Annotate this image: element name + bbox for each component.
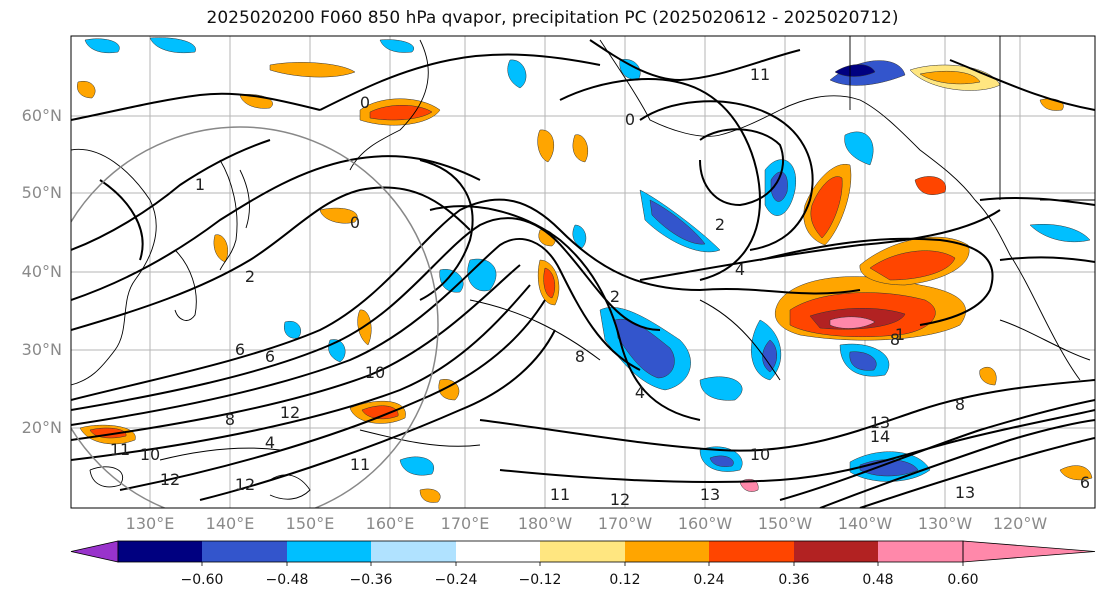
contour-label: 8 xyxy=(890,330,900,349)
contour-label: 2 xyxy=(715,215,725,234)
contour-label: 1 xyxy=(195,175,205,194)
contour-label: 13 xyxy=(955,483,975,502)
coastlines xyxy=(71,36,1095,500)
latitude-label: 30°N xyxy=(21,340,62,359)
contour-label: 11 xyxy=(350,455,370,474)
latitude-label: 50°N xyxy=(21,183,62,202)
contour-label: 8 xyxy=(225,410,235,429)
contour-label: 10 xyxy=(365,363,385,382)
colorbar-extend-low xyxy=(70,540,119,563)
contour-label: 4 xyxy=(635,383,645,402)
colorbar-tick-label: −0.24 xyxy=(434,572,478,588)
contour-label: 12 xyxy=(280,403,300,422)
colorbar-extend-high xyxy=(962,540,1096,563)
latitude-label: 40°N xyxy=(21,262,62,281)
colorbar-tick-label: −0.12 xyxy=(518,572,562,588)
colorbar-tick-label: 0.60 xyxy=(947,572,979,588)
longitude-label: 140°E xyxy=(205,514,255,533)
colorbar-tick-label: 0.24 xyxy=(693,572,725,588)
contour-label: 12 xyxy=(610,490,630,509)
contour-label: 1 xyxy=(895,325,905,344)
contour-label: 4 xyxy=(265,433,275,452)
longitude-label: 170°W xyxy=(597,514,653,533)
contour-label: 8 xyxy=(955,395,965,414)
colorbar-tick-label: −0.36 xyxy=(349,572,393,588)
contour-label: 8 xyxy=(575,347,585,366)
colorbar-tick-label: 0.12 xyxy=(609,572,641,588)
longitude-label: 140°W xyxy=(837,514,893,533)
colorbar-bin xyxy=(287,541,371,562)
longitude-label: 160°E xyxy=(365,514,415,533)
colorbar-bin xyxy=(794,541,878,562)
latitude-label: 20°N xyxy=(21,418,62,437)
colorbar-bin xyxy=(625,541,709,562)
colorbar-bin xyxy=(371,541,456,562)
contour-label: 14 xyxy=(870,427,890,446)
contour-label: 0 xyxy=(350,213,360,232)
colorbar-tick-label: −0.60 xyxy=(180,572,224,588)
contour-label: 0 xyxy=(625,110,635,129)
colorbar-frame xyxy=(117,540,964,563)
longitude-label: 150°E xyxy=(285,514,335,533)
contour-label: 2 xyxy=(610,287,620,306)
longitude-label: 130°E xyxy=(125,514,175,533)
colorbar-tick-label: 0.36 xyxy=(778,572,810,588)
colorbar-bin xyxy=(540,541,625,562)
contour-label: 6 xyxy=(265,347,275,366)
colorbar-tick-label: 0.48 xyxy=(862,572,894,588)
contour-label: 12 xyxy=(235,475,255,494)
contour-label: 6 xyxy=(235,340,245,359)
colorbar xyxy=(70,540,1096,566)
longitude-label: 170°E xyxy=(440,514,490,533)
map-frame xyxy=(70,35,1096,509)
colorbar-bin xyxy=(456,541,540,562)
contour-label: 11 xyxy=(110,440,130,459)
colorbar-bin xyxy=(202,541,287,562)
colorbar-bin xyxy=(118,541,202,562)
contour-label: 2 xyxy=(245,267,255,286)
longitude-label: 160°W xyxy=(677,514,733,533)
map-title: 2025020200 F060 850 hPa qvapor, precipit… xyxy=(206,8,899,28)
contour-label: 13 xyxy=(700,485,720,504)
contour-label: 12 xyxy=(160,470,180,489)
longitude-label: 120°W xyxy=(992,514,1048,533)
longitude-label: 180°W xyxy=(517,514,573,533)
contour-label: 0 xyxy=(360,93,370,112)
latitude-label: 60°N xyxy=(21,106,62,125)
contour-label: 11 xyxy=(550,485,570,504)
qvapor-contours xyxy=(71,39,1095,508)
contour-label: 10 xyxy=(750,445,770,464)
colorbar-bin xyxy=(709,541,794,562)
longitude-label: 130°W xyxy=(917,514,973,533)
colorbar-bin xyxy=(878,541,963,562)
contour-label: 10 xyxy=(140,445,160,464)
range-ring xyxy=(71,126,439,508)
longitude-label: 150°W xyxy=(757,514,813,533)
contour-label: 6 xyxy=(1080,473,1090,492)
contour-label: 11 xyxy=(750,65,770,84)
contour-label: 4 xyxy=(735,260,745,279)
colorbar-tick-label: −0.48 xyxy=(265,572,309,588)
contour-label: 13 xyxy=(870,413,890,432)
